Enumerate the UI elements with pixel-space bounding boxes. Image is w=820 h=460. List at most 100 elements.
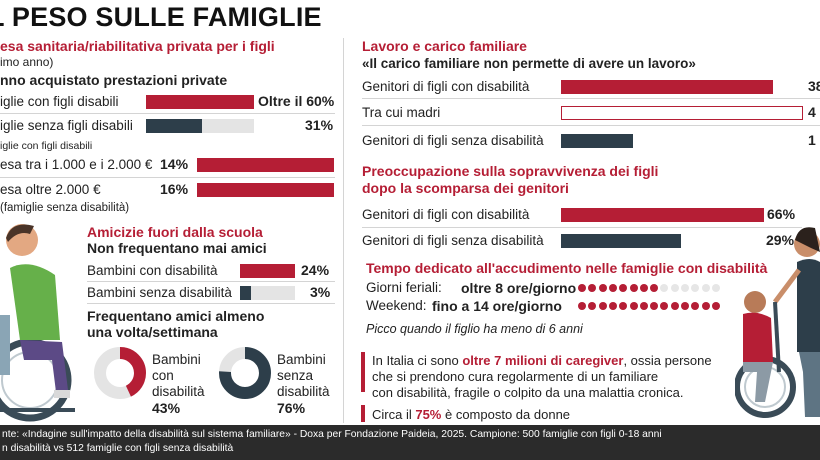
donut1-label-2: con — [152, 368, 174, 383]
donut-segment-without — [219, 347, 271, 399]
value-work-without: 1 — [808, 132, 816, 148]
friends-subtitle: Non frequentano mai amici — [87, 240, 267, 256]
care-hour-dot — [629, 284, 638, 292]
care-hour-dot — [701, 284, 710, 292]
friends-label-with: Bambini con disabilità — [87, 263, 218, 278]
value-friends-without: 3% — [310, 284, 331, 300]
weekday-label: Giorni feriali: — [366, 280, 442, 295]
value-private-without-disabled: 31% — [305, 117, 334, 133]
care-hour-dot — [701, 302, 710, 310]
bar-friends-with — [240, 264, 295, 278]
caregiver-highlight: oltre 7 milioni di caregiver — [462, 353, 624, 368]
weekend-label: Weekend: — [366, 298, 427, 313]
chair-back — [773, 301, 781, 373]
donut2-label-2: senza — [277, 368, 314, 383]
footer-line-1: nte: «Indagine sull'impatto della disabi… — [2, 429, 662, 440]
work-label-mothers: Tra cui madri — [362, 105, 441, 120]
donut-segment-with — [94, 347, 146, 399]
care-title: Tempo dedicato all'accudimento nelle fam… — [366, 260, 768, 276]
bar-friends-without — [240, 286, 251, 300]
parent-arm — [773, 268, 801, 304]
care-hour-dot — [691, 284, 700, 292]
care-hour-dot — [681, 302, 689, 310]
page-title: L PESO SULLE FAMIGLIE — [0, 2, 322, 32]
donut2-label-1: Bambini — [277, 352, 326, 367]
care-hour-dot — [578, 284, 586, 292]
weekend-value: fino a 14 ore/giorno — [432, 298, 562, 314]
bar-work-mothers — [561, 106, 803, 120]
caregiver-line-4: Circa il 75% è composto da donne — [372, 407, 570, 422]
child-legs — [20, 340, 68, 392]
caregiver-text: è composto da donne — [441, 407, 571, 422]
work-quote: «Il carico familiare non permette di ave… — [362, 56, 696, 71]
weekday-value: oltre 8 ore/giorno — [461, 280, 577, 296]
footer-source: nte: «Indagine sull'impatto della disabi… — [0, 425, 820, 460]
donut1-value: 43% — [152, 400, 181, 416]
friends-title: Amicizie fuori dalla scuola — [87, 224, 263, 240]
row-label-spend-1000: esa tra i 1.000 e i 2.000 € — [0, 157, 153, 172]
care-hour-dot — [711, 302, 720, 310]
chair-back — [0, 315, 10, 375]
value-private-with-disabled: Oltre il 60% — [258, 93, 335, 109]
care-hour-dot — [598, 284, 607, 292]
work-label-without: Genitori di figli senza disabilità — [362, 133, 544, 148]
care-hour-dot — [650, 284, 659, 292]
wheel-inner — [1, 351, 59, 409]
care-hour-dot — [588, 284, 597, 292]
child-head — [744, 291, 766, 313]
worry-label-with: Genitori di figli con disabilità — [362, 207, 530, 222]
value-spend-2000: 16% — [160, 181, 189, 197]
divider — [0, 113, 335, 114]
friends-label-without: Bambini senza disabilità — [87, 285, 232, 300]
caregiver-text: In Italia ci sono — [372, 353, 463, 368]
parent-legs — [799, 352, 820, 417]
parent-wheelchair-illustration — [735, 227, 820, 418]
work-title: Lavoro e carico familiare — [362, 38, 527, 54]
parent-body — [797, 259, 820, 352]
care-hour-dot — [681, 284, 689, 292]
work-label-with: Genitori di figli con disabilità — [362, 79, 530, 94]
worry-label-without: Genitori di figli senza disabilità — [362, 233, 544, 248]
caregiver-text: Circa il — [372, 407, 416, 422]
bar-worry-with — [561, 208, 764, 222]
weekly-heading-2: una volta/settimana — [87, 324, 218, 340]
row-label-without-disabled: iglie senza figli disabili — [0, 118, 133, 133]
child-wheelchair-illustration — [0, 224, 75, 422]
care-hour-dot — [639, 302, 648, 310]
caregiver-line-3: con disabilità, fragile o colpito da una… — [372, 385, 684, 400]
bar-track — [240, 286, 295, 300]
donut2-label-3: disabilità — [277, 384, 330, 399]
child-body — [743, 312, 773, 362]
care-hour-dot — [660, 284, 669, 292]
care-hour-dot — [639, 284, 648, 292]
bar-spend-2000 — [197, 183, 334, 197]
care-hour-dot — [578, 302, 586, 310]
row-label-with-disabled: iglie con figli disabili — [0, 94, 119, 109]
donut1-label-3: disabilità — [152, 384, 205, 399]
value-friends-with: 24% — [301, 262, 330, 278]
care-hour-dot — [650, 302, 659, 310]
spending-section-subtitle: imo anno) — [0, 55, 54, 69]
child-hair — [6, 224, 34, 242]
value-work-mothers: 4 — [808, 104, 816, 120]
footer-line-2: n disabilità vs 512 famiglie con figli s… — [2, 443, 234, 454]
caregiver-highlight: 75% — [415, 407, 442, 422]
caregiver-line-2: che si prendono cura regolarmente di un … — [372, 369, 659, 384]
care-hour-dot — [619, 284, 628, 292]
care-hour-dot — [598, 302, 607, 310]
child-shoe — [54, 390, 70, 398]
row-label-spend-2000: esa oltre 2.000 € — [0, 182, 101, 197]
divider — [87, 303, 335, 304]
child-legs — [743, 362, 773, 402]
care-hour-dot — [619, 302, 628, 310]
worry-title-2: dopo la scomparsa dei genitori — [362, 180, 569, 196]
care-hour-dot — [608, 302, 617, 310]
value-work-with: 38 — [808, 78, 820, 94]
bar-private-with-disabled — [146, 95, 254, 109]
donut-without-disabled — [219, 347, 271, 399]
divider — [362, 227, 802, 228]
value-worry-with: 66% — [767, 206, 796, 222]
donut-with-disabled — [94, 347, 146, 399]
accent-bar — [361, 352, 365, 392]
care-hour-dot — [660, 302, 669, 310]
